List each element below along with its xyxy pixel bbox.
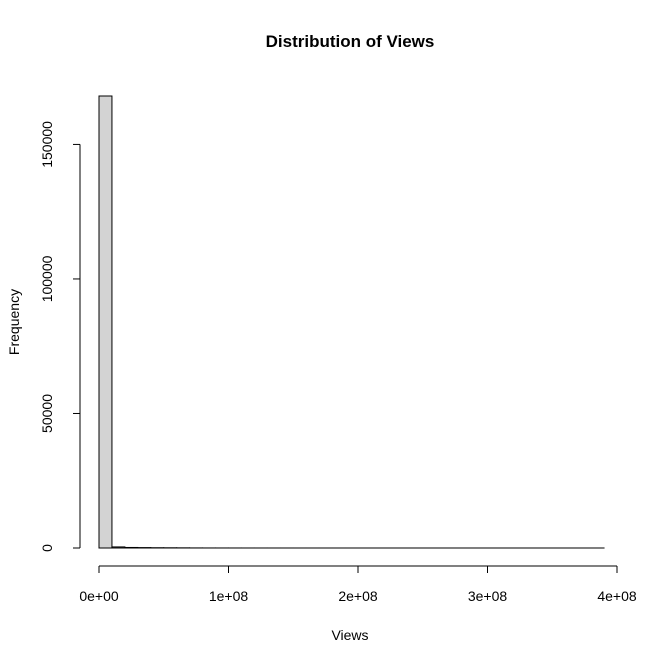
x-tick-label-3: 3e+08: [468, 588, 508, 604]
x-axis: 0e+00 1e+08 2e+08 3e+08 4e+08: [79, 565, 637, 604]
x-tick-label-1: 1e+08: [209, 588, 249, 604]
histogram-bar-2: [124, 546, 139, 549]
y-tick-label-0: 0: [39, 544, 55, 552]
y-axis-label: Frequency: [6, 289, 22, 355]
y-axis: 0 50000 100000 150000: [39, 121, 81, 552]
x-ticks: 0e+00 1e+08 2e+08 3e+08 4e+08: [79, 566, 637, 604]
histogram-bar-1: [111, 546, 126, 549]
y-tick-label-1: 50000: [39, 394, 55, 433]
y-tick-label-2: 100000: [39, 255, 55, 302]
y-ticks: 0 50000 100000 150000: [39, 121, 80, 552]
y-tick-label-3: 150000: [39, 121, 55, 168]
chart-title: Distribution of Views: [266, 32, 435, 51]
histogram-bar-0: [98, 95, 113, 549]
x-axis-label: Views: [331, 627, 368, 643]
x-tick-label-0: 0e+00: [79, 588, 119, 604]
x-tick-label-4: 4e+08: [597, 588, 637, 604]
x-tick-label-2: 2e+08: [338, 588, 378, 604]
histogram-bars: [98, 95, 605, 549]
